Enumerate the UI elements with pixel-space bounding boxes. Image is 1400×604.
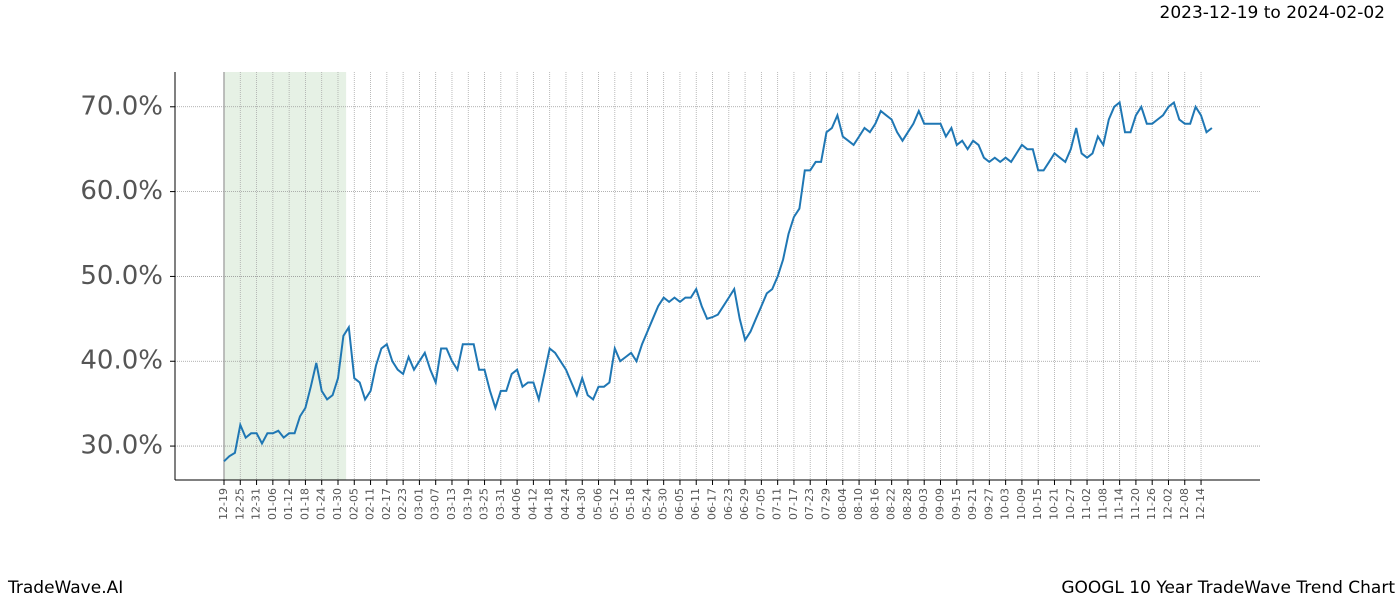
- x-tick-label: 10-03: [999, 488, 1012, 520]
- x-tick-label: 04-24: [559, 488, 572, 520]
- x-tick-label: 02-17: [380, 488, 393, 520]
- x-tick-label: 11-20: [1129, 488, 1142, 520]
- x-tick-label: 08-10: [852, 488, 865, 520]
- x-tick-label: 05-24: [640, 488, 653, 520]
- x-tick-label: 03-01: [412, 488, 425, 520]
- plot-area: 30.0% 40.0% 50.0% 60.0% 70.0% 12-19 12-25 12-31…: [80, 72, 1260, 520]
- x-tick-label: 10-27: [1064, 488, 1077, 520]
- x-tick-label: 09-03: [917, 488, 930, 520]
- x-tick-label: 06-11: [689, 488, 702, 520]
- y-tick-label: 60.0%: [80, 176, 163, 206]
- x-tick-label: 04-06: [510, 488, 523, 520]
- x-tick-label: 12-25: [233, 488, 246, 520]
- x-tick-label: 06-23: [722, 488, 735, 520]
- x-tick-label: 07-23: [803, 488, 816, 520]
- y-tick-label: 50.0%: [80, 261, 163, 291]
- x-tick-label: 09-27: [982, 488, 995, 520]
- x-tick-label: 08-22: [885, 488, 898, 520]
- x-tick-label: 12-14: [1194, 488, 1207, 520]
- x-tick-label: 05-12: [608, 488, 621, 520]
- x-tick-label: 08-04: [836, 488, 849, 520]
- x-tick-label: 11-26: [1145, 488, 1158, 520]
- x-tick-label: 10-21: [1047, 488, 1060, 520]
- x-tick-label: 09-09: [933, 488, 946, 520]
- x-tick-label: 06-17: [706, 488, 719, 520]
- x-tick-label: 07-17: [787, 488, 800, 520]
- x-tick-label: 10-15: [1031, 488, 1044, 520]
- x-tick-label: 09-21: [966, 488, 979, 520]
- x-tick-label: 01-24: [315, 488, 328, 520]
- x-tick-label: 05-18: [624, 488, 637, 520]
- chart-name: GOOGL 10 Year TradeWave Trend Chart: [1061, 578, 1395, 598]
- x-tick-label: 02-05: [347, 488, 360, 520]
- x-tick-label: 12-02: [1161, 488, 1174, 520]
- x-tick-label: 11-08: [1096, 488, 1109, 520]
- x-tick-label: 05-06: [592, 488, 605, 520]
- x-tick-label: 01-30: [331, 488, 344, 520]
- x-tick-label: 11-02: [1080, 488, 1093, 520]
- x-tick-label: 02-11: [364, 488, 377, 520]
- x-tick-label: 01-06: [266, 488, 279, 520]
- x-tick-label: 03-13: [445, 488, 458, 520]
- x-tick-label: 09-15: [950, 488, 963, 520]
- x-tick-label: 05-30: [657, 488, 670, 520]
- date-range: 2023-12-19 to 2024-02-02: [1160, 3, 1385, 23]
- x-tick-label: 10-09: [1015, 488, 1028, 520]
- x-tick-label: 01-12: [282, 488, 295, 520]
- x-tick-label: 08-28: [901, 488, 914, 520]
- y-tick-label: 40.0%: [80, 346, 163, 376]
- x-tick-label: 04-18: [543, 488, 556, 520]
- y-tick-label: 70.0%: [80, 91, 163, 121]
- x-tick-label: 02-23: [396, 488, 409, 520]
- x-tick-label: 03-19: [461, 488, 474, 520]
- x-tick-label: 08-16: [868, 488, 881, 520]
- x-tick-label: 04-12: [526, 488, 539, 520]
- highlight-region: [224, 72, 347, 480]
- x-tick-label: 11-14: [1113, 488, 1126, 520]
- x-tick-label: 12-31: [250, 488, 263, 520]
- x-tick-label: 01-18: [298, 488, 311, 520]
- x-tick-label: 06-05: [673, 488, 686, 520]
- x-tick-label: 07-11: [771, 488, 784, 520]
- y-tick-label: 30.0%: [80, 431, 163, 461]
- x-tick-label: 03-25: [478, 488, 491, 520]
- x-tick-label: 04-30: [575, 488, 588, 520]
- x-tick-label: 12-19: [217, 488, 230, 520]
- x-tick-label: 07-29: [820, 488, 833, 520]
- x-tick-label: 06-29: [738, 488, 751, 520]
- x-tick-label: 03-31: [494, 488, 507, 520]
- trend-line: [223, 100, 1213, 463]
- brand: TradeWave.AI: [7, 578, 123, 598]
- x-tick-label: 03-07: [429, 488, 442, 520]
- x-tick-label: 07-05: [754, 488, 767, 520]
- x-tick-label: 12-08: [1178, 488, 1191, 520]
